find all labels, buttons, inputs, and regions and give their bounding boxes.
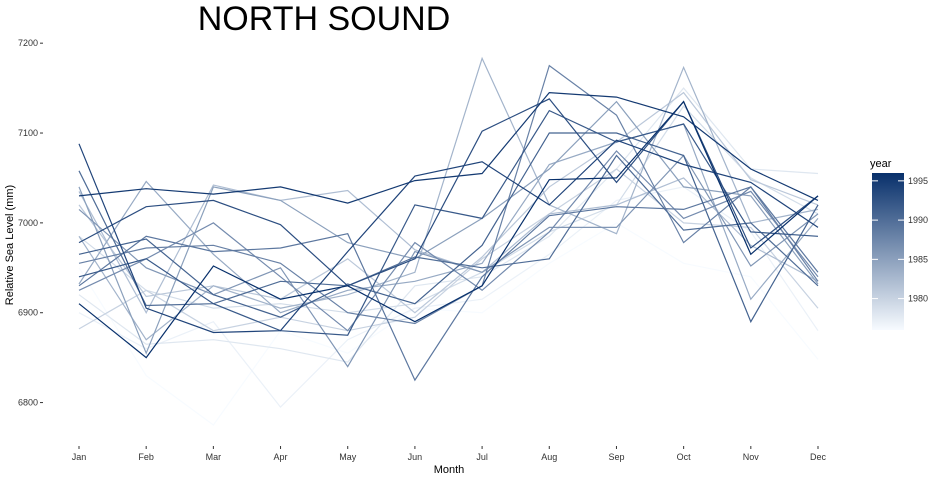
x-tick-label: Jan bbox=[72, 452, 87, 462]
legend-title: year bbox=[870, 158, 892, 170]
y-tick-label: 7000 bbox=[18, 218, 38, 228]
x-tick-label: Aug bbox=[541, 452, 557, 462]
series-line-1981 bbox=[78, 91, 819, 314]
x-axis-label: Month bbox=[434, 464, 465, 476]
x-tick-label: Sep bbox=[608, 452, 624, 462]
legend-colorbar bbox=[872, 173, 904, 330]
x-tick-label: Mar bbox=[206, 452, 222, 462]
x-tick-label: Feb bbox=[138, 452, 154, 462]
series-line-1989 bbox=[78, 186, 819, 382]
series-line-1987 bbox=[78, 150, 819, 332]
series-line-1977 bbox=[78, 186, 819, 409]
chart-title: NORTH SOUND bbox=[198, 0, 451, 38]
series-line-1991 bbox=[78, 132, 819, 324]
legend-tick-label: 1995 bbox=[908, 176, 928, 186]
y-tick-label: 6900 bbox=[18, 308, 38, 318]
series-line-1985 bbox=[78, 100, 819, 355]
series-line-1988 bbox=[78, 64, 819, 325]
series-line-1990 bbox=[78, 154, 819, 307]
legend-tick-label: 1980 bbox=[908, 294, 928, 304]
x-tick-label: Dec bbox=[810, 452, 827, 462]
x-tick-label: May bbox=[339, 452, 357, 462]
x-tick-label: Oct bbox=[677, 452, 692, 462]
x-tick-label: Jul bbox=[476, 452, 488, 462]
series-line-1994 bbox=[78, 139, 819, 334]
series-layer bbox=[78, 56, 819, 426]
legend-ticks: 1980 1985 1990 1995 bbox=[872, 176, 928, 304]
y-tick-label: 7200 bbox=[18, 38, 38, 48]
y-tick-label: 6800 bbox=[18, 398, 38, 408]
x-tick-label: Jun bbox=[408, 452, 423, 462]
series-line-1976 bbox=[78, 222, 819, 426]
y-tick-label: 7100 bbox=[18, 128, 38, 138]
y-axis-label: Relative Sea Level (mm) bbox=[4, 185, 16, 305]
x-tick-label: Nov bbox=[743, 452, 760, 462]
series-line-1992 bbox=[78, 109, 819, 336]
series-line-1983 bbox=[78, 56, 819, 341]
legend-tick-label: 1990 bbox=[908, 215, 928, 225]
legend: year 1980 1985 1990 1995 bbox=[870, 158, 928, 330]
y-axis: 6800 6900 7000 7100 7200 bbox=[18, 38, 43, 408]
series-line-1996 bbox=[78, 100, 819, 359]
series-line-1982 bbox=[78, 177, 819, 314]
series-line-1980 bbox=[78, 168, 819, 332]
legend-tick-label: 1985 bbox=[908, 254, 928, 264]
series-line-1995 bbox=[78, 91, 819, 204]
x-tick-label: Apr bbox=[274, 452, 288, 462]
series-line-1978 bbox=[78, 87, 819, 363]
series-line-1984 bbox=[78, 123, 819, 314]
x-axis: Jan Feb Mar Apr May Jun Jul Aug Sep Oct Nov Dec bbox=[72, 446, 827, 462]
